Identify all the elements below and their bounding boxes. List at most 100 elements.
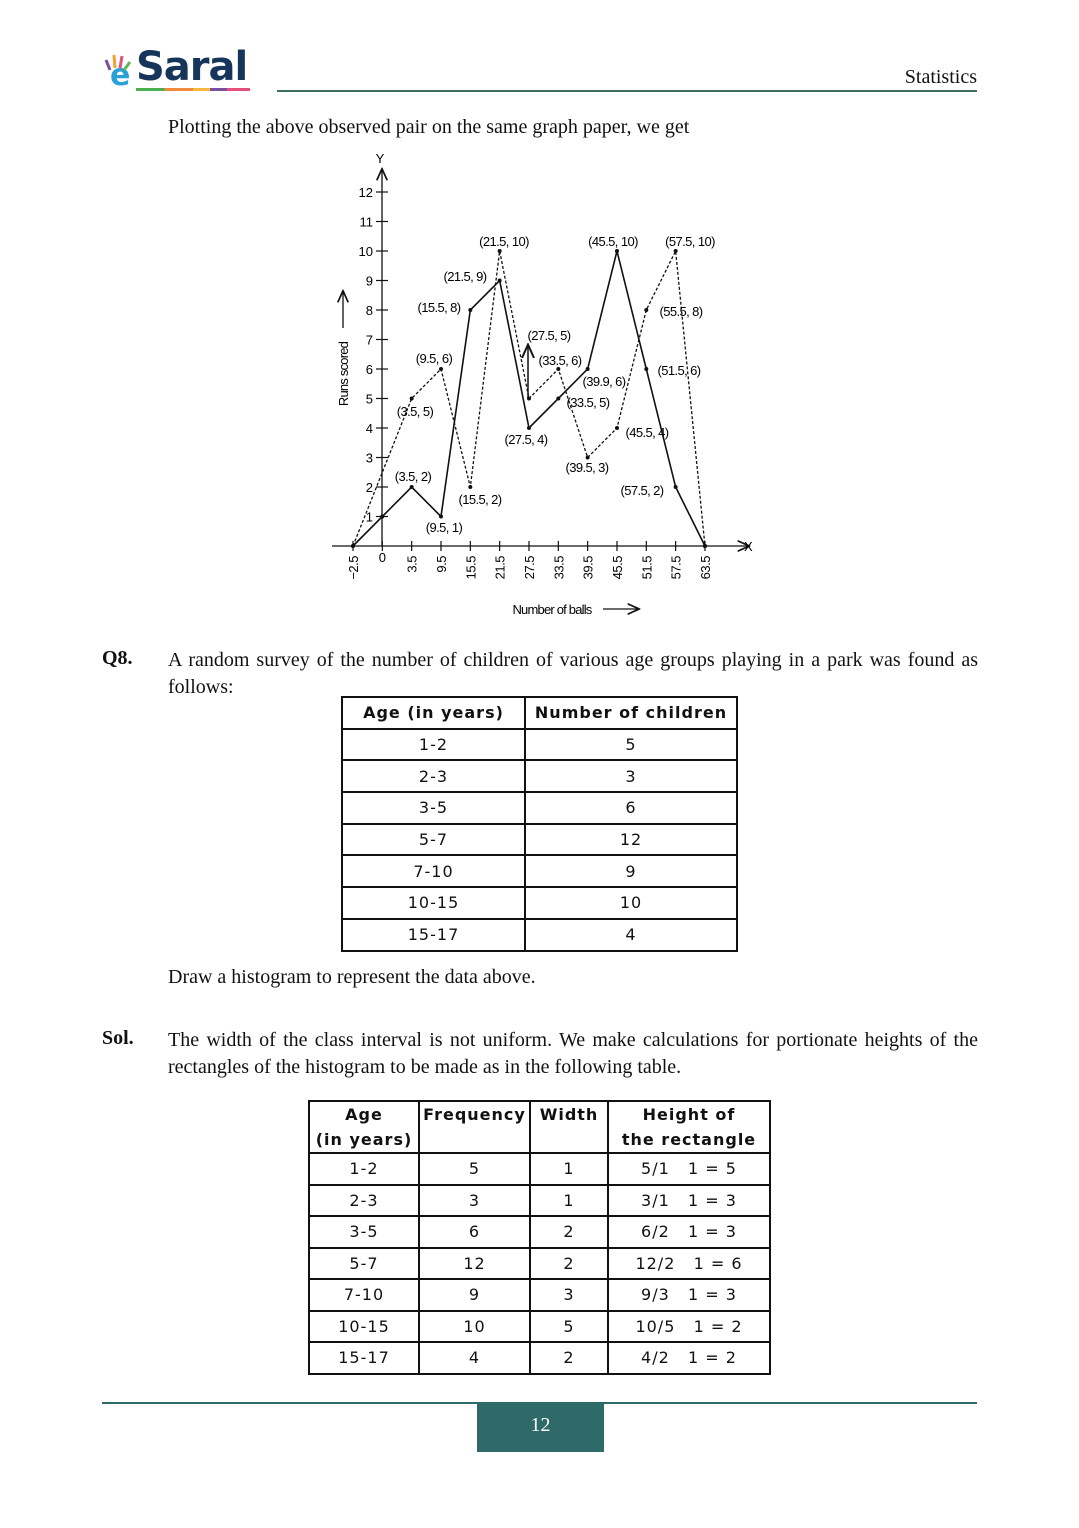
y-axis-label: Runs scored [336,341,351,406]
point-annotation: (39.5, 3) [565,460,608,475]
table-row: 7-10 9 3 9/3 1 = 3 [308,1278,771,1312]
height-cell: 3/1 1 = 3 [607,1183,771,1217]
table-row: 10-15 10 5 10/5 1 = 2 [308,1309,771,1343]
age-cell: 7-10 [308,1278,420,1312]
solid-series-point [614,249,619,253]
header-height: Height of the rectangle [607,1100,771,1154]
table-row: 1-2 5 [341,727,738,762]
x-tick-label: 21.5 [493,556,508,580]
frequency-cell: 4 [418,1341,531,1375]
x-tick-label: 0 [379,550,386,565]
width-cell: 2 [529,1215,609,1249]
y-tick-label: 5 [366,392,373,407]
question-label: Q8. [102,647,133,669]
y-tick-label: 8 [366,303,373,318]
x-tick-label: 63.5 [698,556,713,580]
age-cell: 2-3 [341,759,526,794]
y-tick-label: 4 [366,421,373,436]
solid-series-point [585,367,590,371]
solid-series-point [409,485,414,489]
width-cell: 1 [529,1183,609,1217]
age-cell: 7-10 [341,854,526,889]
dashed-series-point [644,308,649,312]
intro-text: Plotting the above observed pair on the … [168,116,690,138]
children-cell: 5 [524,727,738,762]
frequency-cell: 9 [418,1278,531,1312]
frequency-cell: 10 [418,1309,531,1343]
solution-text: The width of the class interval is not u… [168,1029,978,1078]
survey-table: Age (in years) Number of children 1-2 5 2-… [341,696,738,952]
point-annotation: (9.5, 1) [426,520,463,535]
point-annotation: (51.5, 6) [657,363,700,378]
x-tick-label: 15.5 [463,556,478,580]
solid-series-point [673,485,678,489]
point-annotation: (21.5, 10) [479,234,529,249]
frequency-cell: 6 [418,1215,531,1249]
frequency-polygon-chart: Y X Number of balls Runs scored −2.5 0 3.5… [332,151,753,617]
point-annotation: (3.5, 5) [397,404,434,419]
point-annotation: (57.5, 2) [620,483,663,498]
table-header-row: Age (in years) Number of children [341,696,738,730]
dashed-series-point [351,544,355,548]
dashed-series-point [673,249,678,253]
x-tick-label: 33.5 [551,556,566,580]
point-annotation: (45.5, 4) [625,425,668,440]
width-cell: 2 [529,1246,609,1280]
children-cell: 4 [524,917,738,952]
y-axis-letter: Y [376,151,385,166]
x-axis-label: Number of balls [512,602,592,617]
y-tick-label: 12 [359,185,373,200]
age-cell: 15-17 [341,917,526,952]
age-cell: 5-7 [308,1246,420,1280]
logo-text: Saral [136,44,248,90]
table-row: 10-15 10 [341,886,738,920]
age-cell: 5-7 [341,822,526,857]
dashed-series-point [614,426,619,430]
solid-series-point [438,514,443,519]
x-tick-label: 9.5 [434,556,449,573]
solution-label: Sol. [102,1027,134,1049]
dashed-series-line [352,248,706,547]
question-text: A random survey of the number of childre… [168,649,978,698]
dashed-series-point [526,396,531,401]
frequency-cell: 5 [418,1152,531,1186]
esaral-logo: e Saral [102,44,252,94]
dashed-series-point [468,485,473,489]
table-row: 15-17 4 [341,917,738,952]
x-tick-label: 39.5 [581,556,596,580]
header-age-line2: (in years) [315,1130,413,1149]
height-cell: 10/5 1 = 2 [607,1309,771,1343]
header-age-line1: Age [345,1105,383,1124]
solid-series-point [497,278,502,283]
header-age: Age (in years) [308,1100,420,1154]
children-cell: 9 [524,854,738,889]
point-annotation: (9.5, 6) [416,351,453,366]
x-tick-label: 51.5 [639,556,654,580]
solid-series-point [644,367,649,371]
table-row: 2-3 3 [341,759,738,794]
header-width: Width [529,1100,609,1154]
section-title: Statistics [904,66,977,88]
x-axis-letter: X [744,539,753,554]
dashed-series-point [556,367,561,371]
table-row: 3-5 6 [341,791,738,825]
age-cell: 1-2 [308,1152,420,1186]
point-annotation: (45.5, 10) [588,234,638,249]
point-annotation: (27.5, 5) [527,328,570,343]
y-tick-label: 9 [366,274,373,289]
x-tick-label: 45.5 [610,556,625,580]
dashed-series-point [702,544,707,548]
frequency-cell: 3 [418,1183,531,1217]
table-row: 2-3 3 1 3/1 1 = 3 [308,1183,771,1217]
page-number: 12 [477,1403,604,1452]
table-row: 1-2 5 1 5/1 1 = 5 [308,1152,771,1186]
y-tick-label: 6 [366,362,373,377]
y-tick-label: 7 [366,333,373,348]
table-row: 7-10 9 [341,854,738,889]
x-tick-label: −2.5 [346,556,361,580]
dashed-series-point [409,396,414,401]
age-cell: 3-5 [341,791,526,825]
point-annotation: (15.5, 2) [458,492,501,507]
point-annotation: (33.5, 5) [566,395,609,410]
header-children: Number of children [524,696,738,730]
